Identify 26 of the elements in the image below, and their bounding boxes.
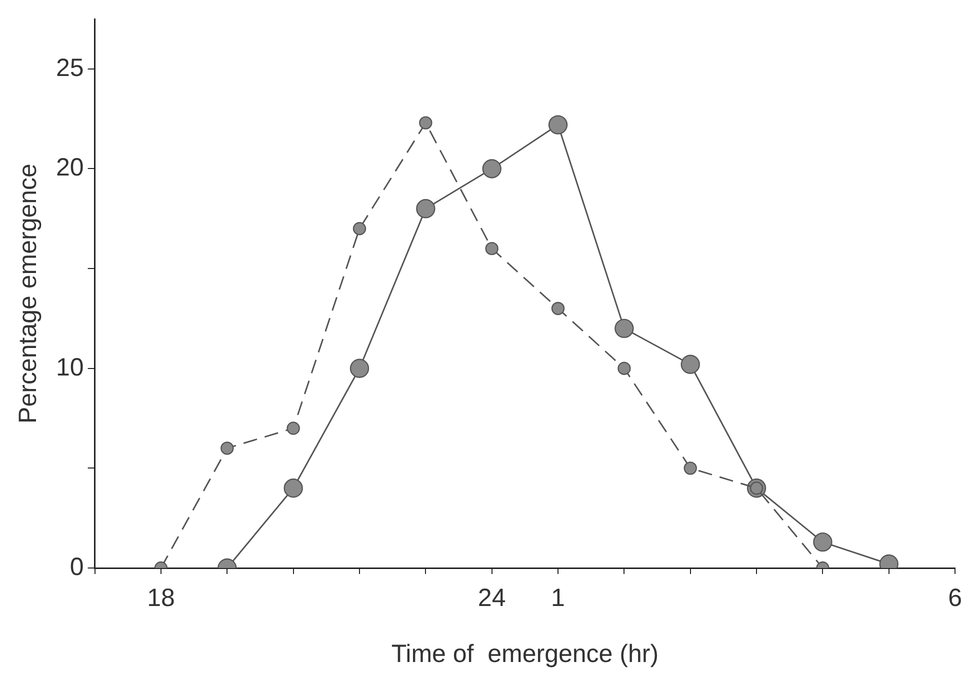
y-tick-label: 10 bbox=[56, 353, 84, 382]
y-tick-label: 25 bbox=[56, 54, 84, 82]
y-tick-label: 20 bbox=[56, 154, 84, 182]
point bbox=[482, 159, 502, 178]
point bbox=[551, 302, 565, 316]
x-axis-title: Time of emergence (hr) bbox=[391, 640, 659, 668]
point bbox=[618, 362, 631, 375]
point bbox=[684, 462, 697, 475]
y-tick-label: 0 bbox=[70, 552, 84, 581]
y-axis-title: Percentage emergence bbox=[14, 164, 42, 424]
x-tick-label: 18 bbox=[147, 584, 175, 612]
point bbox=[350, 358, 370, 378]
point bbox=[220, 442, 234, 455]
point bbox=[286, 422, 300, 435]
point bbox=[813, 532, 832, 552]
x-tick-label: 1 bbox=[551, 584, 565, 612]
point bbox=[680, 354, 700, 374]
point bbox=[284, 478, 303, 498]
point bbox=[352, 222, 366, 236]
x-tick-label: 24 bbox=[478, 584, 506, 612]
point bbox=[548, 115, 568, 134]
point bbox=[416, 199, 436, 218]
point bbox=[419, 116, 432, 130]
point bbox=[614, 318, 634, 338]
point bbox=[485, 242, 498, 256]
x-tick-label: 6 bbox=[948, 584, 962, 612]
